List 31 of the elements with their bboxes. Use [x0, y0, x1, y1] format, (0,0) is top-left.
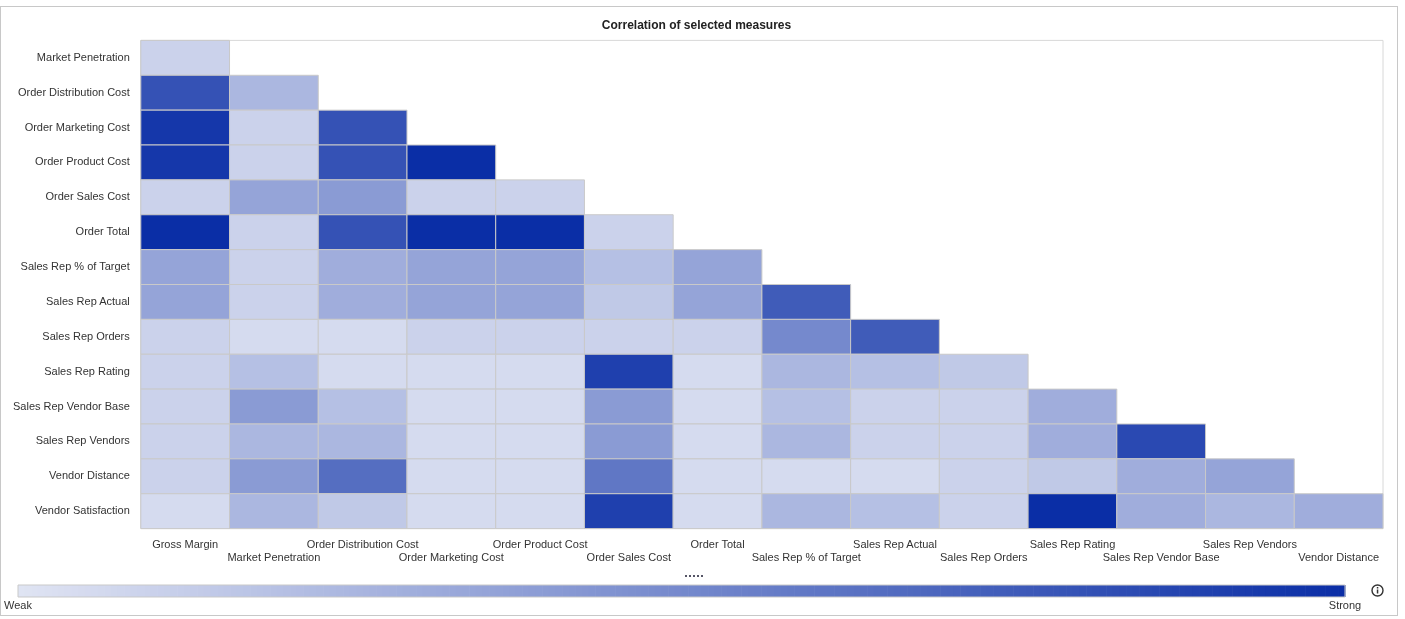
y-tick-label: Sales Rep Actual	[46, 294, 130, 307]
x-tick-label: Order Product Cost	[492, 538, 588, 551]
x-tick-label: Sales Rep Rating	[1029, 538, 1116, 551]
y-tick-label: Order Distribution Cost	[17, 85, 130, 98]
y-tick-label: Order Total	[75, 225, 130, 238]
x-tick-label: Order Sales Cost	[586, 551, 671, 564]
y-tick-label: Vendor Distance	[49, 469, 130, 482]
y-tick-label: Sales Rep Rating	[44, 364, 130, 377]
x-tick-label: Order Total	[690, 538, 745, 551]
x-tick-label: Order Distribution Cost	[306, 538, 419, 551]
x-tick-label: Sales Rep Actual	[853, 538, 937, 551]
y-tick-label: Sales Rep Orders	[42, 329, 131, 342]
x-tick-label: Vendor Distance	[1298, 551, 1379, 564]
y-tick-label: Order Sales Cost	[45, 190, 130, 203]
y-tick-label: Order Product Cost	[35, 155, 130, 168]
y-tick-label: Sales Rep Vendors	[35, 434, 131, 447]
y-tick-label: Vendor Satisfaction	[35, 504, 130, 517]
y-tick-label: Sales Rep % of Target	[20, 260, 130, 273]
y-tick-label: Order Marketing Cost	[24, 120, 130, 133]
x-tick-label: Sales Rep % of Target	[751, 551, 861, 564]
y-tick-label: Market Penetration	[36, 50, 130, 63]
y-tick-label: Sales Rep Vendor Base	[12, 399, 130, 412]
chart-title: Correlation of selected measures	[601, 17, 792, 32]
color-bar-label: Strong	[1328, 598, 1362, 611]
x-tick-label: Gross Margin	[152, 538, 219, 551]
x-tick-label: Order Marketing Cost	[398, 551, 504, 564]
x-tick-label: Market Penetration	[227, 551, 321, 564]
x-tick-label: Sales Rep Vendors	[1202, 538, 1298, 551]
color-bar-label: Weak	[4, 598, 33, 611]
x-tick-label: Sales Rep Vendor Base	[1102, 551, 1220, 564]
x-tick-label: Sales Rep Orders	[940, 551, 1028, 564]
